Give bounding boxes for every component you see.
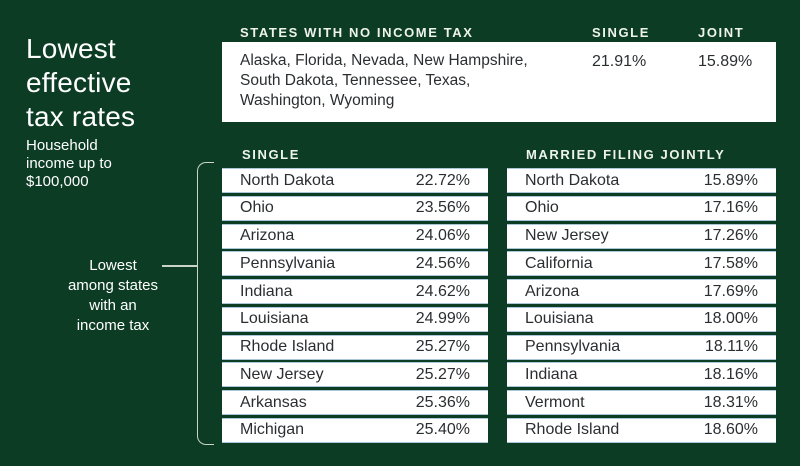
table-row: Pennsylvania 18.11% (507, 334, 776, 360)
tax-rate-value: 25.40% (415, 421, 470, 439)
table-row: Rhode Island 18.60% (507, 417, 776, 443)
table-row: Arkansas 25.36% (222, 390, 488, 415)
table-row: New Jersey 25.27% (222, 362, 488, 388)
tax-rate-value: 24.99% (415, 310, 470, 328)
table-row: Michigan 25.40% (222, 417, 488, 443)
page-subtitle-line: $100,000 (26, 173, 89, 190)
tax-rate-value: 18.31% (703, 393, 758, 411)
no-tax-table-title: STATES WITH NO INCOME TAX (240, 25, 474, 40)
state-name: Louisiana (240, 310, 309, 328)
state-name: Arizona (525, 282, 580, 300)
table-row: North Dakota 15.89% (507, 168, 776, 193)
table-row: Arizona 24.06% (222, 223, 488, 249)
page-title-line: tax rates (26, 100, 136, 132)
bracket-connector-line (162, 265, 197, 267)
tax-rate-value: 25.27% (415, 365, 470, 383)
table-row: Louisiana 18.00% (507, 306, 776, 332)
no-tax-states-card: Alaska, Florida, Nevada, New Hampshire, … (222, 42, 776, 122)
married-filers-table: North Dakota 15.89% Ohio 17.16% New Jersey 17… (507, 168, 776, 446)
tax-rate-value: 18.11% (704, 338, 758, 355)
state-name: Rhode Island (240, 338, 335, 355)
tax-rate-value: 17.58% (703, 254, 758, 272)
tax-rate-value: 17.26% (703, 227, 758, 244)
state-name: Arizona (240, 227, 295, 244)
page-title-line: effective (26, 66, 132, 98)
state-name: Rhode Island (525, 421, 620, 439)
table-row: California 17.58% (507, 251, 776, 277)
tax-rate-value: 25.27% (415, 338, 470, 355)
state-name: New Jersey (525, 227, 609, 244)
table-row: Louisiana 24.99% (222, 306, 488, 332)
table-row: New Jersey 17.26% (507, 223, 776, 249)
table-row: Indiana 18.16% (507, 362, 776, 388)
tax-rate-value: 18.16% (703, 365, 758, 383)
bracket-shape (197, 162, 214, 445)
bracket-annotation-label: Lowest among states with an income tax (43, 256, 183, 336)
state-name: Pennsylvania (525, 338, 621, 355)
state-name: Indiana (240, 282, 293, 300)
bracket-annotation-line: among states (67, 277, 159, 294)
single-filers-table: North Dakota 22.72% Ohio 23.56% Arizona 24.06… (222, 168, 488, 446)
state-name: North Dakota (240, 171, 335, 189)
bracket-annotation-line: income tax (76, 317, 150, 334)
table-row: Rhode Island 25.27% (222, 334, 488, 360)
married-table-header: MARRIED FILING JOINTLY (526, 147, 726, 162)
table-row: Vermont 18.31% (507, 390, 776, 415)
bracket-annotation-line: with an (89, 297, 137, 314)
no-tax-column-joint: JOINT (698, 25, 745, 40)
tax-rate-value: 24.56% (415, 254, 470, 272)
no-tax-states-line: Washington, Wyoming (240, 92, 395, 109)
tax-rate-value: 23.56% (415, 199, 470, 217)
state-name: Ohio (240, 199, 274, 217)
state-name: Louisiana (525, 310, 594, 328)
tax-rate-value: 22.72% (415, 171, 470, 189)
tax-rate-value: 24.62% (415, 282, 470, 300)
table-row: Indiana 24.62% (222, 279, 488, 304)
tax-rate-value: 24.06% (415, 227, 470, 244)
page-subtitle-line: Household (26, 137, 98, 154)
tax-rate-value: 18.60% (703, 421, 758, 439)
bracket-annotation-line: Lowest (89, 257, 137, 274)
tax-rate-value: 25.36% (415, 393, 470, 411)
tax-rate-value: 17.16% (703, 199, 758, 217)
page-subtitle: Household income up to $100,000 (26, 137, 176, 191)
state-name: Pennsylvania (240, 254, 336, 272)
state-name: Vermont (525, 393, 585, 411)
state-name: Ohio (525, 199, 559, 217)
table-row: North Dakota 22.72% (222, 168, 488, 193)
page-title-line: Lowest (26, 32, 116, 64)
state-name: North Dakota (525, 171, 620, 189)
state-name: Arkansas (240, 393, 307, 411)
tax-rate-value: 18.00% (703, 310, 758, 328)
no-tax-states-list: Alaska, Florida, Nevada, New Hampshire, … (240, 51, 570, 111)
page-title: Lowest effective tax rates (26, 32, 196, 134)
no-tax-joint-rate: 15.89% (698, 53, 753, 70)
single-table-header: SINGLE (242, 147, 300, 162)
no-tax-states-line: Alaska, Florida, Nevada, New Hampshire, (240, 52, 528, 69)
state-name: Indiana (525, 365, 578, 383)
table-row: Ohio 23.56% (222, 195, 488, 221)
no-tax-single-rate: 21.91% (592, 53, 647, 70)
state-name: California (525, 254, 593, 272)
tax-rate-value: 17.69% (703, 282, 758, 300)
table-row: Ohio 17.16% (507, 195, 776, 221)
no-tax-column-single: SINGLE (592, 25, 650, 40)
state-name: Michigan (240, 421, 305, 439)
table-row: Arizona 17.69% (507, 279, 776, 304)
no-tax-states-line: South Dakota, Tennessee, Texas, (240, 72, 471, 89)
page-subtitle-line: income up to (26, 155, 112, 172)
table-row: Pennsylvania 24.56% (222, 251, 488, 277)
state-name: New Jersey (240, 365, 324, 383)
tax-rate-value: 15.89% (703, 171, 758, 189)
